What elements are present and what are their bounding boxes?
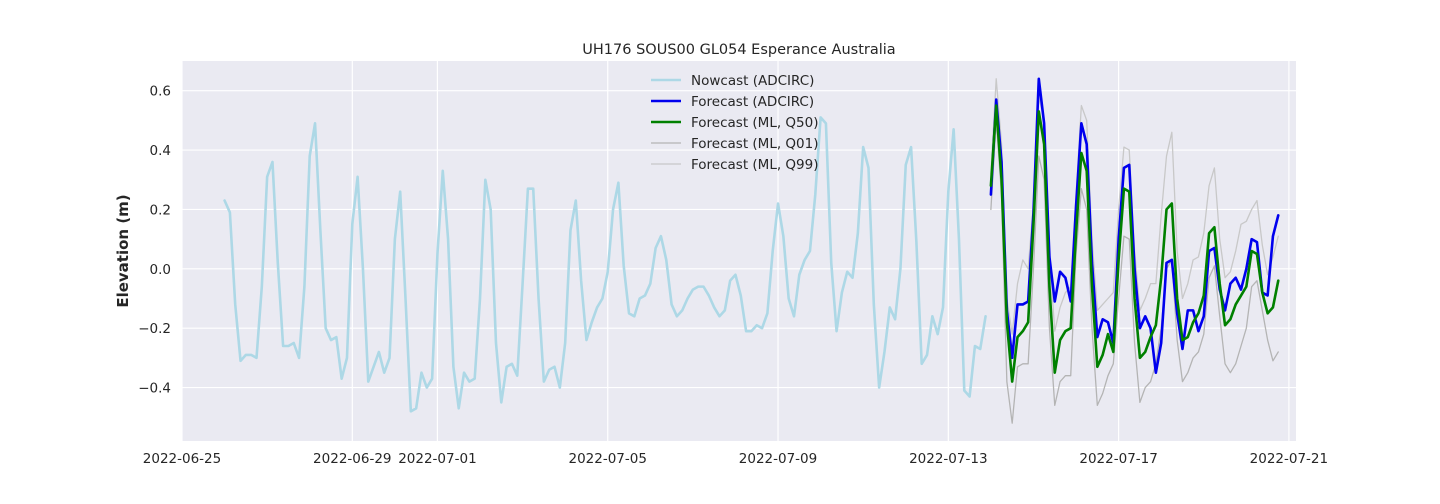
- x-axis-ticks: 2022-06-25 2022-06-29 2022-07-01 2022-07-05…: [143, 451, 1328, 467]
- x-tick-label: 2022-07-13: [909, 451, 987, 467]
- y-tick-label: 0.6: [150, 84, 171, 100]
- x-tick-label: 2022-07-21: [1250, 451, 1328, 467]
- legend-label-nowcast-adcirc: Nowcast (ADCIRC): [691, 73, 814, 89]
- x-tick-label: 2022-06-29: [313, 451, 391, 467]
- x-tick-label: 2022-07-01: [398, 451, 476, 467]
- series-line-forecast-ml-q01: [990, 119, 1279, 424]
- y-tick-label: 0.0: [150, 262, 171, 278]
- series-line-forecast-adcirc: [989, 77, 1280, 375]
- y-axis-ticks: −0.4 −0.2 0.0 0.2 0.4 0.6: [138, 84, 171, 397]
- x-tick-label: 2022-07-09: [739, 451, 817, 467]
- y-axis-label: Elevation (m): [114, 194, 132, 307]
- chart-title: UH176 SOUS00 GL054 Esperance Australia: [582, 42, 895, 58]
- series-line-forecast-ml-q50: [989, 104, 1280, 383]
- y-tick-label: −0.4: [138, 381, 171, 397]
- legend-label-forecast-ml-q99: Forecast (ML, Q99): [691, 157, 819, 173]
- legend-label-forecast-ml-q01: Forecast (ML, Q01): [691, 136, 819, 152]
- y-tick-label: −0.2: [138, 321, 171, 337]
- legend-label-forecast-adcirc: Forecast (ADCIRC): [691, 94, 814, 110]
- series-line-nowcast-adcirc: [223, 116, 987, 413]
- series-layer: [223, 77, 1280, 424]
- legend: Nowcast (ADCIRC) Forecast (ADCIRC) Forecas…: [651, 73, 819, 173]
- legend-label-forecast-ml-q50: Forecast (ML, Q50): [691, 115, 819, 131]
- x-tick-label: 2022-07-17: [1079, 451, 1157, 467]
- y-tick-label: 0.2: [150, 202, 171, 218]
- x-tick-label: 2022-07-05: [568, 451, 646, 467]
- x-tick-label: 2022-06-25: [143, 451, 221, 467]
- y-tick-label: 0.4: [150, 143, 171, 159]
